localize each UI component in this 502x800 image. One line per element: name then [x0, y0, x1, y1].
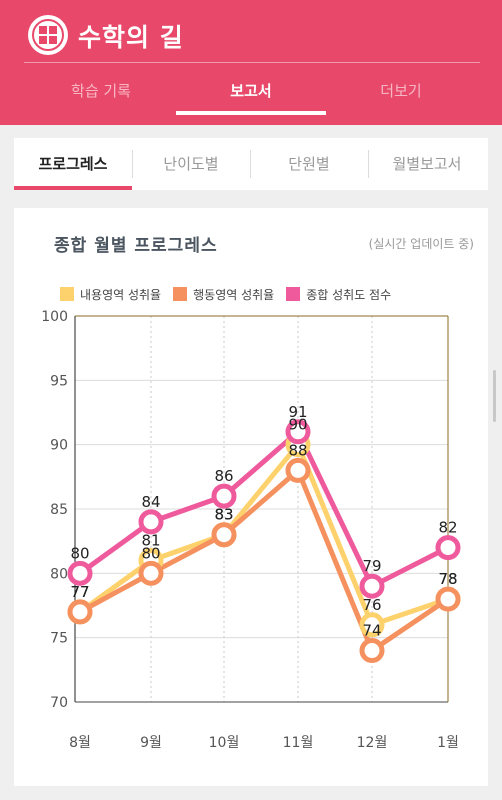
line-chart: 70 75 80 85 90 95 100 8월 9월 10월 11월 12월 1월 77 81 83 90 76… [41, 309, 461, 751]
app-bar: 수학의 길 학습 기록 보고서 더보기 [0, 0, 502, 125]
x-tick-label: 11월 [283, 735, 314, 751]
data-point [285, 457, 311, 483]
tab-more[interactable]: 더보기 [380, 82, 422, 100]
legend-item-total: 종합 성취도 점수 [286, 286, 391, 303]
subtab-monthly-report[interactable]: 월별보고서 [392, 155, 462, 173]
x-tick-label: 10월 [209, 735, 240, 751]
data-label: 77 [70, 583, 89, 601]
data-label: 79 [362, 557, 381, 575]
legend-swatch [60, 287, 74, 301]
data-point [138, 509, 164, 535]
data-label: 90 [288, 416, 307, 434]
subtab-difficulty[interactable]: 난이도별 [163, 155, 219, 173]
legend-item-behavior: 행동영역 성취율 [173, 286, 274, 303]
subtab-divider [132, 150, 133, 178]
data-label: 78 [438, 570, 457, 588]
legend-swatch [173, 287, 188, 301]
data-point [211, 483, 237, 509]
legend-label: 종합 성취도 점수 [306, 287, 392, 302]
data-point [359, 612, 385, 638]
y-tick-label: 95 [50, 373, 68, 389]
subtab-indicator [14, 186, 132, 190]
y-tick-label: 75 [50, 631, 68, 647]
subtab-unit[interactable]: 단원별 [288, 155, 330, 173]
chart-card: 종합 월별 프로그레스 (실시간 업데이트 중) 내용영역 성취율 행동영역 성… [14, 208, 488, 786]
data-point [138, 560, 164, 586]
data-point [67, 560, 93, 586]
series-line [78, 467, 450, 654]
data-label: 77 [70, 583, 89, 601]
y-tick-label: 85 [50, 502, 68, 518]
data-point [435, 535, 461, 561]
x-tick-label: 8월 [69, 735, 91, 751]
legend-label: 행동영역 성취율 [193, 287, 275, 302]
series-line [78, 442, 449, 628]
tab-study-record[interactable]: 학습 기록 [71, 82, 131, 100]
data-label: 80 [70, 544, 89, 562]
x-tick-label: 1월 [437, 735, 459, 751]
data-label: 86 [214, 467, 233, 485]
data-point [211, 522, 237, 548]
x-tick-label: 9월 [140, 735, 162, 751]
legend-label: 내용영역 성취율 [80, 287, 162, 302]
data-label: 84 [141, 493, 160, 511]
y-tick-label: 80 [50, 566, 68, 582]
app-bar-divider [24, 62, 480, 63]
y-tick-label: 90 [50, 438, 68, 454]
data-label: 74 [362, 622, 381, 640]
data-label: 88 [288, 441, 307, 459]
y-tick-label: 100 [41, 309, 68, 325]
data-label: 83 [214, 506, 233, 524]
subtab-divider [368, 150, 369, 178]
sub-tab-bar: 프로그레스 난이도별 단원별 월별보고서 [14, 138, 488, 190]
data-label: 83 [214, 506, 233, 524]
school-crest-icon [28, 15, 68, 55]
app-title: 수학의 길 [78, 23, 184, 52]
data-label: 91 [288, 403, 307, 421]
data-point [67, 599, 93, 625]
data-point [359, 573, 385, 599]
legend-swatch [286, 287, 301, 301]
tab-report[interactable]: 보고서 [230, 82, 272, 100]
chart-legend: 내용영역 성취율 행동영역 성취율 종합 성취도 점수 [60, 284, 391, 304]
subtab-progress[interactable]: 프로그레스 [38, 155, 108, 173]
legend-item-content: 내용영역 성취율 [60, 286, 161, 303]
chart-title: 종합 월별 프로그레스 [54, 236, 218, 256]
data-point [435, 586, 461, 612]
subtab-divider [250, 150, 251, 178]
data-point [359, 638, 385, 664]
scrollbar[interactable] [493, 370, 496, 422]
data-point [285, 419, 311, 445]
data-label: 81 [141, 531, 160, 549]
data-label: 82 [438, 519, 457, 537]
x-tick-label: 12월 [357, 735, 388, 751]
data-label: 80 [141, 544, 160, 562]
data-label: 78 [438, 570, 457, 588]
chart-update-note: (실시간 업데이트 중) [368, 237, 474, 251]
y-tick-label: 70 [50, 695, 68, 711]
active-tab-indicator [176, 111, 326, 115]
series-line [78, 429, 450, 589]
data-label: 76 [362, 596, 381, 614]
